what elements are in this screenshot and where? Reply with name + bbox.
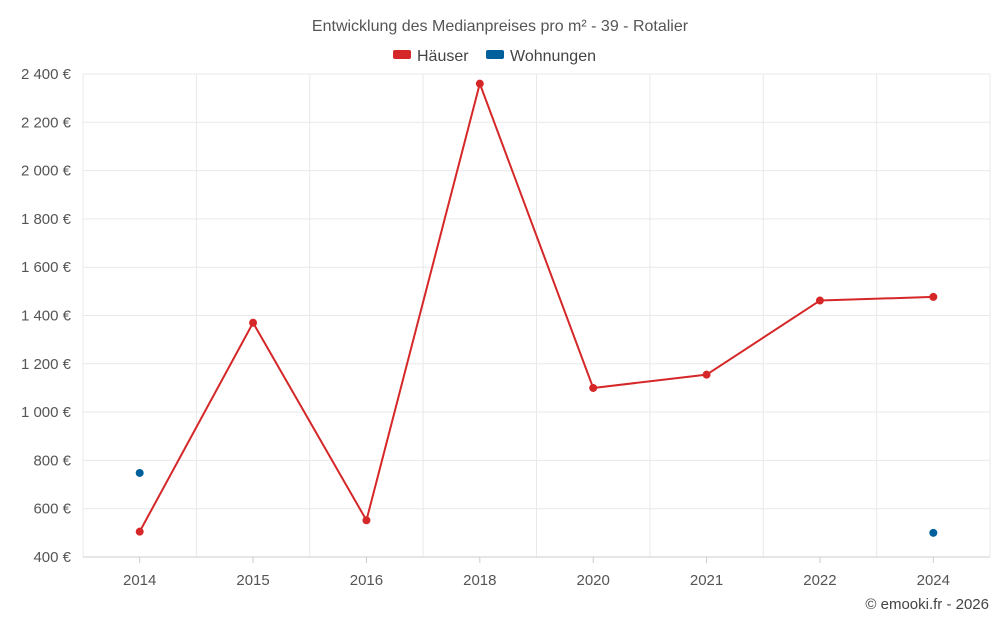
legend-label-wohnungen: Wohnungen: [510, 48, 596, 65]
x-tick-label: 2014: [123, 572, 156, 589]
y-tick-label: 2 200 €: [21, 114, 72, 131]
y-tick-label: 1 000 €: [21, 404, 72, 421]
data-point-haeuser[interactable]: [362, 516, 371, 525]
data-point-haeuser[interactable]: [815, 296, 824, 305]
data-point-haeuser[interactable]: [589, 383, 598, 392]
y-tick-label: 1 800 €: [21, 211, 72, 228]
y-tick-label: 2 400 €: [21, 66, 72, 83]
x-tick-label: 2022: [803, 572, 836, 589]
data-point-haeuser[interactable]: [475, 79, 484, 88]
x-tick-label: 2024: [917, 572, 950, 589]
legend-swatch-haeuser: [393, 50, 411, 59]
x-tick-label: 2016: [350, 572, 383, 589]
y-tick-label: 2 000 €: [21, 163, 72, 180]
chart-title: Entwicklung des Medianpreises pro m² - 3…: [312, 18, 689, 35]
x-tick-label: 2015: [236, 572, 269, 589]
axes: 400 € 600 € 800 € 1 000 € 1 200 € 1 400 € 1 60…: [21, 66, 990, 589]
chart-credit: © emooki.fr - 2026: [865, 596, 989, 613]
y-tick-label: 600 €: [33, 501, 71, 518]
y-tick-label: 400 €: [33, 549, 71, 566]
data-point-haeuser[interactable]: [249, 318, 258, 327]
series-layer: [135, 79, 938, 537]
y-tick-label: 1 200 €: [21, 356, 72, 373]
data-point-haeuser[interactable]: [702, 370, 711, 379]
data-point-wohnungen[interactable]: [929, 528, 938, 537]
series-line-haeuser: [138, 82, 934, 533]
y-tick-label: 1 400 €: [21, 308, 72, 325]
y-tick-label: 1 600 €: [21, 259, 72, 276]
x-tick-label: 2020: [577, 572, 610, 589]
data-point-haeuser[interactable]: [135, 527, 144, 536]
x-tick-label: 2021: [690, 572, 723, 589]
legend: Häuser Wohnungen: [393, 48, 596, 65]
legend-item-wohnungen[interactable]: Wohnungen: [486, 48, 596, 65]
data-point-haeuser[interactable]: [929, 292, 938, 301]
legend-swatch-wohnungen: [486, 50, 504, 59]
grid: [82, 73, 991, 557]
legend-item-haeuser[interactable]: Häuser: [393, 48, 469, 65]
y-tick-label: 800 €: [33, 452, 71, 469]
legend-label-haeuser: Häuser: [417, 48, 469, 65]
data-point-wohnungen[interactable]: [135, 468, 144, 477]
x-tick-label: 2018: [463, 572, 496, 589]
